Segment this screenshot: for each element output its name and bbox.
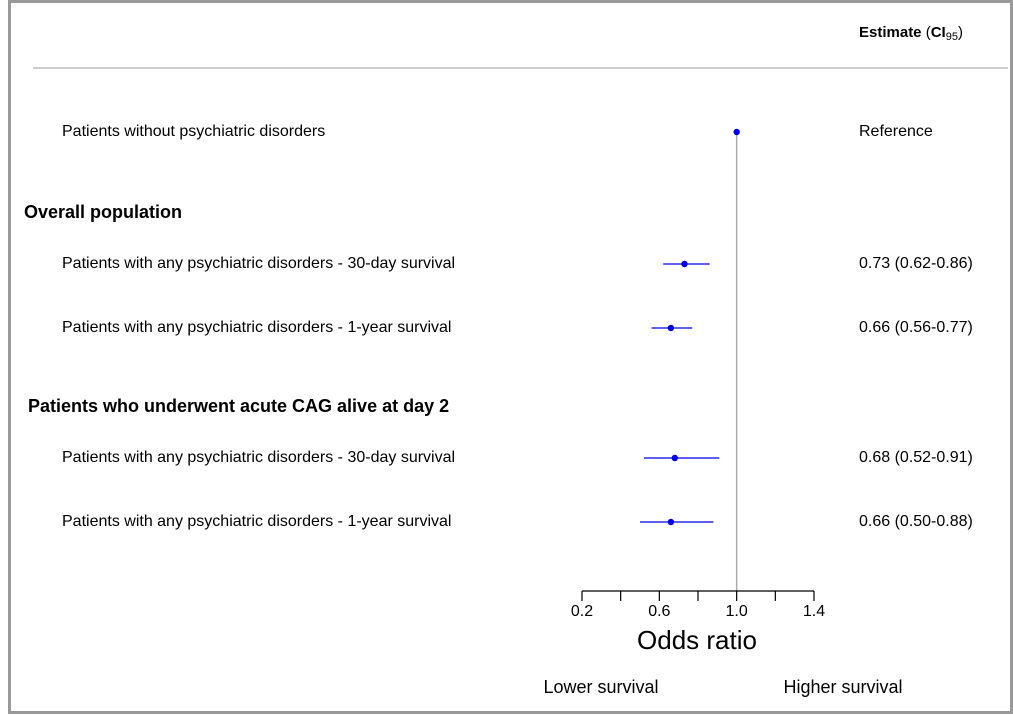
x-tick-label: 1.4 xyxy=(803,603,825,620)
x-axis-label: Odds ratio xyxy=(637,625,757,655)
point xyxy=(733,128,740,136)
row-label: Patients with any psychiatric disorders … xyxy=(62,319,451,336)
header-sub: 95 xyxy=(946,31,958,43)
estimate-label: Reference xyxy=(859,123,933,140)
header-ci: CI xyxy=(931,24,946,41)
estimate-label: 0.66 (0.50-0.88) xyxy=(859,513,973,530)
column-header: Estimate (CI95) xyxy=(859,24,963,43)
group-header: Patients who underwent acute CAG alive a… xyxy=(28,396,449,416)
frame xyxy=(8,0,1013,714)
row-label: Patients with any psychiatric disorders … xyxy=(62,449,455,466)
x-tick-label: 0.2 xyxy=(571,603,593,620)
x-tick-label: 0.6 xyxy=(648,603,670,620)
header-close: ) xyxy=(958,24,963,41)
point xyxy=(681,260,688,268)
point xyxy=(671,454,678,462)
row-label: Patients with any psychiatric disorders … xyxy=(62,255,455,272)
row-label: Patients without psychiatric disorders xyxy=(62,123,325,140)
estimate-label: 0.73 (0.62-0.86) xyxy=(859,255,973,272)
point xyxy=(667,518,675,526)
annotation-right: Higher survival xyxy=(783,677,902,697)
header-estimate: Estimate xyxy=(859,24,922,41)
header-open: ( xyxy=(926,24,931,41)
estimate-label: 0.66 (0.56-0.77) xyxy=(859,319,973,336)
x-tick-label: 1.0 xyxy=(726,603,748,620)
annotation-left: Lower survival xyxy=(543,677,658,697)
point xyxy=(667,324,675,332)
estimate-label: 0.68 (0.52-0.91) xyxy=(859,449,973,466)
group-header: Overall population xyxy=(24,202,182,222)
row-label: Patients with any psychiatric disorders … xyxy=(62,513,451,530)
